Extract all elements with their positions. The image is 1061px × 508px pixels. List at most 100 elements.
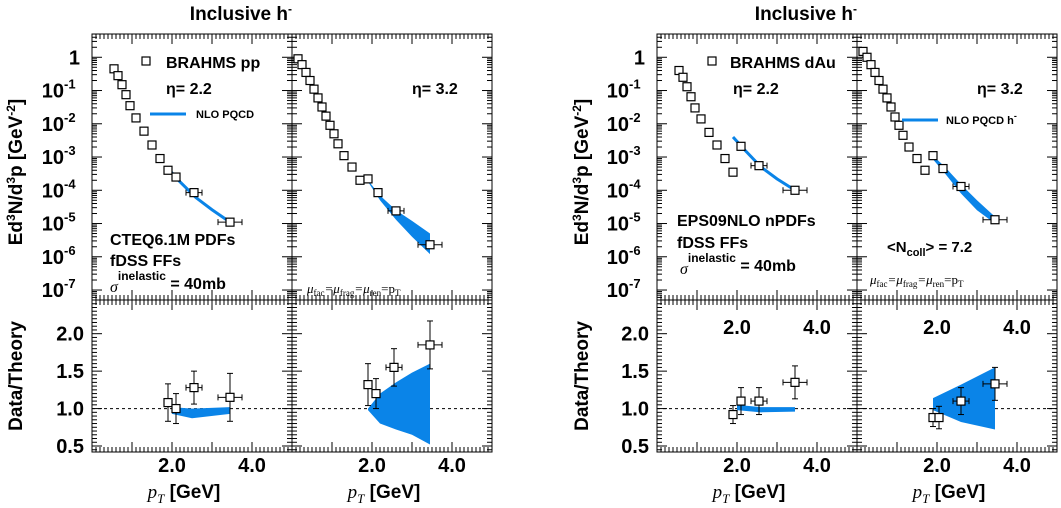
data-point [878,84,888,94]
data-point [355,175,365,185]
data-point [329,129,339,139]
data-point [139,126,149,136]
data-point [990,215,1000,225]
ratio-y-label: Data/Theory [572,321,593,431]
legend-marker [141,56,151,66]
y-tick-label-exp: -7 [64,276,76,291]
ratio-point [754,396,764,406]
data-point [313,93,323,103]
data-point [712,140,722,150]
eta-label: η= 2.2 [733,81,779,98]
data-point [736,141,746,151]
data-point [866,60,876,70]
data-layer [109,46,1008,445]
y-tick-label: 10 [42,180,64,202]
data-point [956,181,966,192]
sigma-label: σinelastic = 40mb [680,251,796,278]
y-tick-label: 10 [607,214,629,236]
panel-frame [91,299,293,453]
legend-marker [707,56,717,66]
data-point [131,113,141,123]
x-tick-label: 4.0 [1003,455,1031,477]
data-point [886,102,896,112]
x-axis-label: pT [GeV] [146,482,221,506]
y-tick-label-exp: -6 [629,243,641,258]
ratio-y-tick-label: 1.5 [621,361,649,383]
data-point [113,71,123,81]
panel-frame [856,33,1058,301]
legend-label: NLO PQCD h- [946,111,1017,127]
ratio-point [389,362,399,372]
ratio-point [225,392,235,402]
y-tick-label-exp: -5 [64,210,76,225]
data-point [347,162,357,172]
mu-label: μfac=μfrag=μren=pT [306,281,401,298]
y-tick-label: 10 [607,180,629,202]
legend-label: BRAHMS dAu [730,55,836,72]
y-tick-label-exp: -1 [64,77,76,92]
ratio-point [425,340,435,350]
data-point [391,206,401,216]
data-point [425,240,435,250]
x-tick-label: 4.0 [238,455,266,477]
y-tick-label: 10 [607,114,629,136]
top-tick-label: 2.0 [923,317,951,339]
eta-label: η= 3.2 [412,81,458,98]
data-point [882,93,892,103]
y-tick-label-exp: -4 [64,176,76,191]
x-axis-label: pT [GeV] [346,482,421,506]
ratio-point [728,409,738,420]
legend-label: NLO PQCD [196,109,254,121]
ratio-band [737,404,795,413]
x-tick-label: 2.0 [158,455,186,477]
data-point [297,60,307,70]
annotation: EPS09NLO nPDFs [677,213,816,230]
data-point [155,153,165,164]
ratio-y-tick-label: 2.0 [621,324,649,346]
y-tick-label: 10 [607,147,629,169]
top-tick-label: 4.0 [1003,317,1031,339]
data-point [163,165,173,175]
data-point [678,72,688,82]
data-point [938,163,948,174]
data-point [333,139,343,149]
data-point [790,185,800,195]
data-point [728,167,738,177]
ratio-point [371,388,381,399]
y-tick-label-exp: -1 [629,77,641,92]
panels-layer [91,33,1058,453]
ratio-band [172,407,230,419]
y-tick-label-exp: -3 [629,143,641,158]
y-tick-label-exp: -2 [64,110,76,125]
eta-label: η= 2.2 [166,81,212,98]
data-point [682,82,692,92]
data-point [373,188,383,198]
y-tick-label: 1 [634,47,645,69]
data-point [147,140,157,150]
data-point [920,165,930,175]
data-point [912,153,922,164]
y-tick-label-exp: -3 [64,143,76,158]
data-point [325,120,335,130]
data-point [317,102,327,112]
ratio-point [956,396,966,406]
top-tick-label: 2.0 [723,317,751,339]
data-point [720,153,730,164]
ratio-y-label: Data/Theory [6,321,27,431]
ratio-point [171,403,181,414]
data-point [321,111,331,121]
data-point [363,174,373,184]
annotation: fDSS FFs [677,235,748,252]
top-tick-label: 4.0 [803,317,831,339]
y-tick-label: 10 [42,81,64,103]
data-point [928,151,938,161]
ncoll-label: <Ncoll> = 7.2 [887,239,972,259]
ratio-point [990,379,1000,389]
x-axis-label: pT [GeV] [911,482,986,506]
ratio-point [163,397,173,408]
ratio-y-tick-label: 2.0 [56,324,84,346]
data-point [301,67,311,78]
x-tick-label: 2.0 [923,455,951,477]
data-point [754,161,764,171]
